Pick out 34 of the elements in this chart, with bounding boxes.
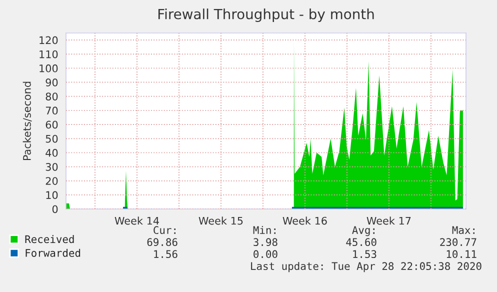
text: 69.86 <box>147 238 178 246</box>
y-tick-label: 20 <box>46 177 58 185</box>
legend-label: Received <box>25 235 74 244</box>
text: 1.56 <box>154 250 178 258</box>
text: 10.11 <box>446 250 476 258</box>
legend-label: Forwarded <box>26 248 80 257</box>
y-tick-label: 100 <box>40 64 58 72</box>
y-tick-label: 0 <box>52 205 58 214</box>
text: Avg: <box>352 226 374 236</box>
y-tick-label: 70 <box>46 106 58 115</box>
text: 0.00 <box>254 250 278 258</box>
text: 3.98 <box>254 238 278 246</box>
text: Cur: <box>154 226 176 234</box>
y-tick-label: 40 <box>46 148 58 157</box>
text: Min: <box>253 226 276 234</box>
text: Max: <box>452 226 474 234</box>
y-tick-label: 10 <box>46 191 58 200</box>
text: 45.60 <box>346 238 376 246</box>
x-tick-label: Week 16 <box>282 216 327 225</box>
text: 230.77 <box>440 238 476 246</box>
y-tick-label: 120 <box>40 36 58 44</box>
x-tick-label: Week 14 <box>114 216 159 225</box>
y-tick-label: 80 <box>46 92 58 100</box>
text: Last update: Tue Apr 28 22:05:38 2020 <box>251 262 482 272</box>
y-axis-title: Packets/second <box>22 82 32 160</box>
chart-title: Firewall Throughput - by month <box>158 8 374 22</box>
y-tick-label: 60 <box>46 120 58 129</box>
y-tick-label: 30 <box>46 162 58 171</box>
x-tick-label: Week 15 <box>198 216 243 225</box>
x-tick-label: Week 17 <box>366 216 411 225</box>
y-tick-label: 90 <box>46 78 58 86</box>
y-tick-label: 110 <box>40 50 58 58</box>
text: 1.53 <box>353 250 376 258</box>
y-tick-label: 50 <box>46 134 58 143</box>
